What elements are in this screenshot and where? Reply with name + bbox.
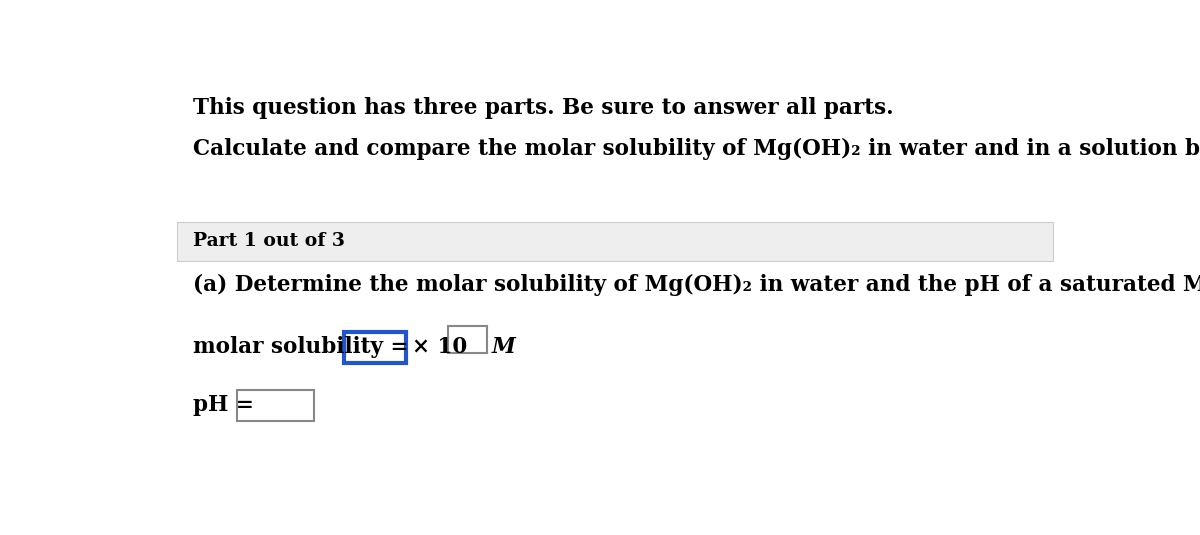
Text: Part 1 out of 3: Part 1 out of 3 xyxy=(193,232,344,250)
Text: Calculate and compare the molar solubility of Mg(OH)₂ in water and in a solution: Calculate and compare the molar solubili… xyxy=(193,138,1200,160)
Text: This question has three parts. Be sure to answer all parts.: This question has three parts. Be sure t… xyxy=(193,97,893,119)
Text: M: M xyxy=(492,336,516,358)
FancyBboxPatch shape xyxy=(343,332,406,363)
Text: molar solubility =: molar solubility = xyxy=(193,336,415,358)
Text: (a) Determine the molar solubility of Mg(OH)₂ in water and the pH of a saturated: (a) Determine the molar solubility of Mg… xyxy=(193,274,1200,296)
Text: × 10: × 10 xyxy=(412,336,467,358)
FancyBboxPatch shape xyxy=(178,222,1052,261)
Text: pH =: pH = xyxy=(193,394,262,416)
FancyBboxPatch shape xyxy=(449,326,487,353)
FancyBboxPatch shape xyxy=(236,390,314,421)
